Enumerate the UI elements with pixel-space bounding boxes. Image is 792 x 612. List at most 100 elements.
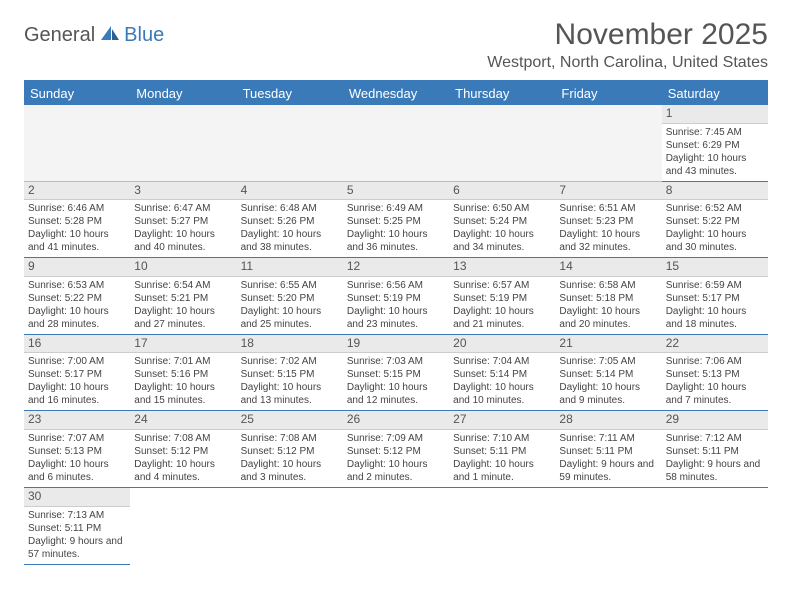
- sunset-line: Sunset: 5:13 PM: [28, 445, 126, 458]
- title-block: November 2025 Westport, North Carolina, …: [487, 18, 768, 72]
- sunset-line: Sunset: 5:28 PM: [28, 215, 126, 228]
- day-number: 20: [449, 335, 555, 354]
- location-subtitle: Westport, North Carolina, United States: [487, 54, 768, 72]
- sunrise-line: Sunrise: 6:58 AM: [559, 279, 657, 292]
- daylight-line: Daylight: 10 hours and 9 minutes.: [559, 381, 657, 407]
- day-number: 13: [449, 258, 555, 277]
- logo-text-general: General: [24, 24, 95, 47]
- daylight-line: Daylight: 10 hours and 28 minutes.: [28, 305, 126, 331]
- sunrise-line: Sunrise: 7:00 AM: [28, 355, 126, 368]
- sunrise-line: Sunrise: 6:56 AM: [347, 279, 445, 292]
- day-cell: 23Sunrise: 7:07 AMSunset: 5:13 PMDayligh…: [24, 411, 130, 488]
- sunset-line: Sunset: 5:24 PM: [453, 215, 551, 228]
- day-number: 30: [24, 488, 130, 507]
- day-cell: 17Sunrise: 7:01 AMSunset: 5:16 PMDayligh…: [130, 335, 236, 412]
- day-number: 6: [449, 182, 555, 201]
- weekday-header: Wednesday: [343, 82, 449, 105]
- day-number: 22: [662, 335, 768, 354]
- day-cell: 11Sunrise: 6:55 AMSunset: 5:20 PMDayligh…: [237, 258, 343, 335]
- sunset-line: Sunset: 5:11 PM: [666, 445, 764, 458]
- sunrise-line: Sunrise: 6:59 AM: [666, 279, 764, 292]
- sunrise-line: Sunrise: 6:57 AM: [453, 279, 551, 292]
- daylight-line: Daylight: 10 hours and 20 minutes.: [559, 305, 657, 331]
- daylight-line: Daylight: 10 hours and 18 minutes.: [666, 305, 764, 331]
- daylight-line: Daylight: 10 hours and 41 minutes.: [28, 228, 126, 254]
- daylight-line: Daylight: 10 hours and 3 minutes.: [241, 458, 339, 484]
- day-number: 1: [662, 105, 768, 124]
- day-number: 26: [343, 411, 449, 430]
- day-number: 27: [449, 411, 555, 430]
- day-cell: 14Sunrise: 6:58 AMSunset: 5:18 PMDayligh…: [555, 258, 661, 335]
- sunset-line: Sunset: 5:23 PM: [559, 215, 657, 228]
- month-title: November 2025: [487, 18, 768, 52]
- page-header: General Blue November 2025 Westport, Nor…: [24, 18, 768, 72]
- sunset-line: Sunset: 6:29 PM: [666, 139, 764, 152]
- sunset-line: Sunset: 5:11 PM: [28, 522, 126, 535]
- logo-text-blue: Blue: [124, 24, 164, 47]
- weekday-header: Thursday: [449, 82, 555, 105]
- empty-cell: [555, 105, 661, 182]
- day-number: 14: [555, 258, 661, 277]
- sunrise-line: Sunrise: 6:53 AM: [28, 279, 126, 292]
- day-number: 15: [662, 258, 768, 277]
- day-cell: 19Sunrise: 7:03 AMSunset: 5:15 PMDayligh…: [343, 335, 449, 412]
- sunrise-line: Sunrise: 6:52 AM: [666, 202, 764, 215]
- day-number: 25: [237, 411, 343, 430]
- sunset-line: Sunset: 5:12 PM: [347, 445, 445, 458]
- sunset-line: Sunset: 5:14 PM: [453, 368, 551, 381]
- daylight-line: Daylight: 10 hours and 12 minutes.: [347, 381, 445, 407]
- day-cell: 7Sunrise: 6:51 AMSunset: 5:23 PMDaylight…: [555, 182, 661, 259]
- weekday-header: Saturday: [662, 82, 768, 105]
- day-number: 2: [24, 182, 130, 201]
- day-cell: 12Sunrise: 6:56 AMSunset: 5:19 PMDayligh…: [343, 258, 449, 335]
- sunrise-line: Sunrise: 7:04 AM: [453, 355, 551, 368]
- daylight-line: Daylight: 9 hours and 57 minutes.: [28, 535, 126, 561]
- calendar-body: 1Sunrise: 7:45 AMSunset: 6:29 PMDaylight…: [24, 105, 768, 565]
- day-cell: 8Sunrise: 6:52 AMSunset: 5:22 PMDaylight…: [662, 182, 768, 259]
- sunrise-line: Sunrise: 7:09 AM: [347, 432, 445, 445]
- sunrise-line: Sunrise: 7:05 AM: [559, 355, 657, 368]
- day-cell: 1Sunrise: 7:45 AMSunset: 6:29 PMDaylight…: [662, 105, 768, 182]
- sunset-line: Sunset: 5:25 PM: [347, 215, 445, 228]
- day-number: 21: [555, 335, 661, 354]
- sunset-line: Sunset: 5:21 PM: [134, 292, 232, 305]
- sunrise-line: Sunrise: 6:48 AM: [241, 202, 339, 215]
- sunset-line: Sunset: 5:16 PM: [134, 368, 232, 381]
- sunset-line: Sunset: 5:17 PM: [28, 368, 126, 381]
- sunrise-line: Sunrise: 7:08 AM: [134, 432, 232, 445]
- sunset-line: Sunset: 5:15 PM: [241, 368, 339, 381]
- sunrise-line: Sunrise: 7:01 AM: [134, 355, 232, 368]
- daylight-line: Daylight: 10 hours and 21 minutes.: [453, 305, 551, 331]
- day-cell: 3Sunrise: 6:47 AMSunset: 5:27 PMDaylight…: [130, 182, 236, 259]
- sunrise-line: Sunrise: 6:47 AM: [134, 202, 232, 215]
- day-cell: 27Sunrise: 7:10 AMSunset: 5:11 PMDayligh…: [449, 411, 555, 488]
- daylight-line: Daylight: 10 hours and 30 minutes.: [666, 228, 764, 254]
- day-cell: 15Sunrise: 6:59 AMSunset: 5:17 PMDayligh…: [662, 258, 768, 335]
- daylight-line: Daylight: 10 hours and 27 minutes.: [134, 305, 232, 331]
- day-number: 16: [24, 335, 130, 354]
- calendar: SundayMondayTuesdayWednesdayThursdayFrid…: [24, 80, 768, 565]
- sunset-line: Sunset: 5:22 PM: [666, 215, 764, 228]
- day-cell: 9Sunrise: 6:53 AMSunset: 5:22 PMDaylight…: [24, 258, 130, 335]
- day-number: 12: [343, 258, 449, 277]
- day-number: 9: [24, 258, 130, 277]
- day-cell: 21Sunrise: 7:05 AMSunset: 5:14 PMDayligh…: [555, 335, 661, 412]
- sunset-line: Sunset: 5:19 PM: [453, 292, 551, 305]
- day-cell: 30Sunrise: 7:13 AMSunset: 5:11 PMDayligh…: [24, 488, 130, 565]
- sunrise-line: Sunrise: 7:07 AM: [28, 432, 126, 445]
- sunset-line: Sunset: 5:14 PM: [559, 368, 657, 381]
- day-cell: 6Sunrise: 6:50 AMSunset: 5:24 PMDaylight…: [449, 182, 555, 259]
- sail-icon: [99, 24, 121, 47]
- day-cell: 26Sunrise: 7:09 AMSunset: 5:12 PMDayligh…: [343, 411, 449, 488]
- day-number: 5: [343, 182, 449, 201]
- sunrise-line: Sunrise: 7:10 AM: [453, 432, 551, 445]
- day-cell: 29Sunrise: 7:12 AMSunset: 5:11 PMDayligh…: [662, 411, 768, 488]
- day-cell: 4Sunrise: 6:48 AMSunset: 5:26 PMDaylight…: [237, 182, 343, 259]
- day-number: 3: [130, 182, 236, 201]
- sunset-line: Sunset: 5:11 PM: [453, 445, 551, 458]
- empty-cell: [237, 105, 343, 182]
- weekday-header: Friday: [555, 82, 661, 105]
- day-number: 10: [130, 258, 236, 277]
- sunset-line: Sunset: 5:12 PM: [241, 445, 339, 458]
- day-number: 29: [662, 411, 768, 430]
